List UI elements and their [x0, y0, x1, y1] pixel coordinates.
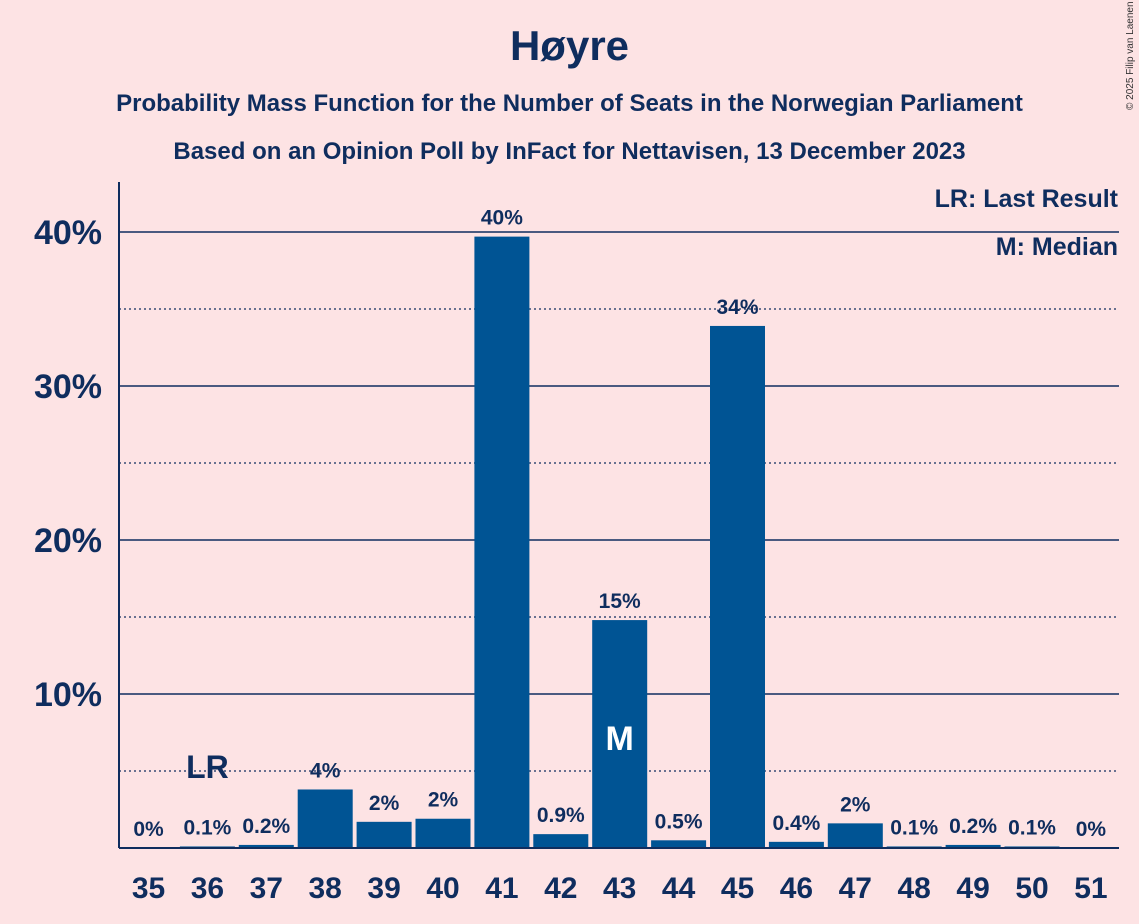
bar [651, 840, 707, 848]
y-tick-label: 10% [34, 676, 102, 714]
x-tick-label: 37 [250, 872, 283, 905]
x-tick-label: 39 [367, 872, 400, 905]
data-label: 0.1% [183, 816, 231, 839]
data-label: 0.4% [772, 812, 820, 835]
x-tick-label: 47 [839, 872, 872, 905]
data-label: 2% [369, 792, 400, 815]
x-tick-label: 49 [956, 872, 989, 905]
x-tick-label: 44 [662, 872, 696, 905]
data-label: 2% [840, 793, 871, 816]
data-label: 0.5% [655, 810, 703, 833]
y-tick-label: 40% [34, 214, 102, 252]
x-tick-label: 42 [544, 872, 577, 905]
bar [533, 834, 589, 848]
data-label: 0.1% [890, 816, 938, 839]
y-tick-label: 20% [34, 522, 102, 560]
data-label: 34% [716, 296, 758, 319]
chart-title: Høyre [509, 22, 630, 69]
bar [592, 620, 648, 848]
bar [768, 841, 824, 848]
x-tick-label: 46 [780, 872, 813, 905]
data-label: 0.2% [949, 815, 997, 838]
bar [238, 844, 294, 848]
bar [415, 818, 471, 848]
bar [710, 325, 765, 848]
x-tick-label: 45 [721, 872, 754, 905]
data-label: 0.1% [1008, 816, 1056, 839]
data-label: 0.9% [537, 804, 585, 827]
data-label: 15% [599, 590, 641, 613]
x-tick-label: 43 [603, 872, 636, 905]
data-label: 0% [133, 818, 164, 841]
data-label: 4% [310, 759, 341, 782]
bar [474, 236, 530, 848]
bar [356, 821, 412, 848]
x-tick-label: 41 [485, 872, 518, 905]
bar [827, 823, 883, 848]
data-label: 0% [1076, 818, 1107, 841]
data-label: 2% [428, 789, 459, 812]
x-tick-label: 38 [309, 872, 342, 905]
median-marker: M [606, 720, 634, 758]
legend-last-result: LR: Last Result [934, 185, 1118, 213]
legend-median: M: Median [995, 233, 1118, 261]
axes: 10% 20% 30% 40% 35 36 37 38 39 40 41 42 43 44 45 46 47 48… [34, 182, 1119, 905]
x-tick-label: 50 [1015, 872, 1048, 905]
x-tick-label: 36 [191, 872, 224, 905]
chart-subtitle-2: Based on an Opinion Poll by InFact for N… [173, 138, 966, 165]
bar [297, 789, 353, 848]
last-result-marker: LR [186, 749, 229, 785]
y-tick-label: 30% [34, 368, 102, 406]
gridlines [119, 231, 1119, 772]
x-tick-label: 40 [426, 872, 459, 905]
bar [945, 844, 1001, 848]
x-tick-label: 48 [898, 872, 931, 905]
x-tick-label: 51 [1074, 872, 1107, 905]
bars [179, 236, 1060, 848]
chart-subtitle-1: Probability Mass Function for the Number… [116, 90, 1023, 117]
x-tick-label: 35 [132, 872, 165, 905]
data-label: 0.2% [242, 815, 290, 838]
data-label: 40% [481, 207, 523, 230]
data-labels: 0% 0.1% 0.2% 4% 2% 2% 40% 0.9% 15% 0.5% 34% 0.4% 2% 0… [133, 207, 1106, 841]
